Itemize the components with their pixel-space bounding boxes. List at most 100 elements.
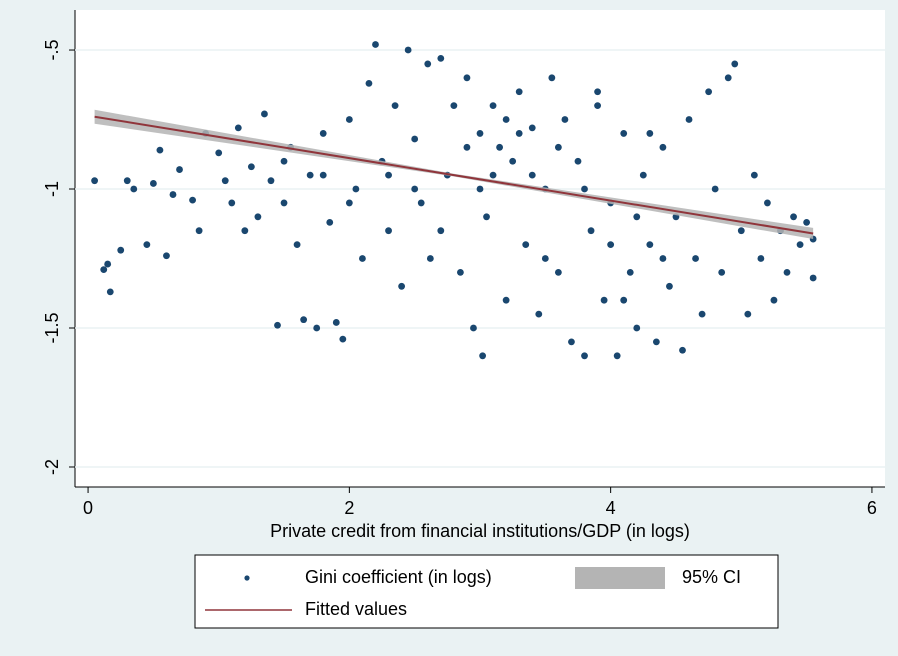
x-tick-label: 6	[867, 498, 877, 518]
scatter-point	[489, 102, 497, 110]
scatter-point	[803, 218, 811, 226]
x-tick-label: 2	[344, 498, 354, 518]
scatter-point	[261, 110, 268, 118]
scatter-point	[633, 213, 641, 221]
scatter-point	[796, 241, 804, 249]
scatter-point	[587, 227, 595, 235]
scatter-point	[479, 352, 487, 360]
scatter-point	[470, 324, 477, 332]
scatter-point	[365, 79, 373, 87]
scatter-point	[280, 157, 288, 165]
scatter-point	[228, 199, 236, 207]
scatter-point	[319, 171, 327, 179]
scatter-point	[372, 41, 379, 48]
scatter-point	[692, 255, 699, 262]
scatter-point	[437, 54, 445, 62]
legend-key	[244, 575, 250, 581]
scatter-point	[247, 163, 255, 171]
scatter-point	[234, 124, 242, 132]
scatter-point	[496, 143, 503, 151]
scatter-point	[489, 171, 497, 179]
scatter-point	[274, 321, 281, 329]
scatter-point	[241, 227, 249, 235]
scatter-point	[149, 180, 157, 187]
scatter-point	[483, 213, 490, 221]
scatter-point	[398, 282, 406, 290]
scatter-point	[568, 338, 575, 346]
scatter-point	[359, 255, 366, 262]
scatter-point	[783, 269, 791, 276]
y-tick-label: -1	[42, 181, 62, 197]
scatter-point	[757, 255, 765, 262]
scatter-point	[352, 185, 360, 193]
scatter-point	[345, 116, 353, 123]
y-tick-label: -.5	[42, 40, 62, 61]
scatter-point	[764, 199, 771, 207]
scatter-point	[790, 213, 797, 221]
legend	[194, 554, 779, 629]
scatter-point	[600, 296, 608, 304]
scatter-point	[404, 46, 412, 54]
legend-label: Fitted values	[305, 599, 407, 619]
scatter-point	[300, 316, 308, 324]
fit-line	[94, 115, 814, 235]
scatter-point	[437, 227, 445, 235]
scatter-point	[450, 102, 458, 110]
scatter-point	[411, 185, 419, 193]
scatter-point	[626, 269, 634, 276]
scatter-point	[554, 143, 562, 151]
scatter-point	[91, 177, 98, 185]
scatter-point	[502, 116, 510, 123]
scatter-point	[581, 352, 588, 360]
scatter-point	[332, 319, 340, 326]
scatter-point	[424, 60, 432, 68]
scatter-point	[679, 346, 686, 354]
scatter-point	[659, 255, 667, 262]
scatter-point	[737, 227, 745, 235]
x-tick-label: 0	[83, 498, 93, 518]
scatter-point	[293, 241, 301, 249]
scatter-point	[548, 74, 556, 82]
scatter-point	[143, 241, 151, 249]
scatter-point	[169, 191, 177, 198]
scatter-point	[666, 282, 673, 290]
scatter-point	[770, 296, 778, 304]
scatter-point	[652, 338, 660, 346]
scatter-point	[561, 116, 569, 123]
scatter-point	[463, 143, 471, 151]
scatter-point	[685, 116, 693, 123]
scatter-point	[319, 130, 327, 137]
scatter-point	[639, 171, 647, 179]
scatter-point	[476, 130, 484, 137]
scatter-point	[718, 269, 726, 276]
scatter-point	[522, 241, 530, 249]
scatter-point	[646, 241, 654, 249]
scatter-point	[476, 185, 484, 193]
scatter-point	[117, 246, 125, 254]
scatter-point	[659, 143, 667, 151]
scatter-point	[698, 310, 706, 318]
x-axis-label: Private credit from financial institutio…	[270, 521, 690, 541]
scatter-point	[620, 296, 628, 304]
scatter-point	[646, 130, 654, 137]
scatter-point	[221, 177, 229, 185]
scatter-point	[345, 199, 353, 207]
scatter-point	[528, 124, 536, 132]
scatter-point	[711, 185, 719, 193]
scatter-point	[254, 213, 262, 221]
scatter-point	[633, 324, 641, 332]
scatter-point	[104, 260, 112, 268]
scatter-point	[581, 185, 588, 193]
scatter-point	[613, 352, 621, 360]
scatter-point	[528, 171, 536, 179]
x-tick-label: 4	[606, 498, 616, 518]
legend-label: Gini coefficient (in logs)	[305, 567, 492, 587]
scatter-point	[515, 88, 523, 96]
y-tick-label: -2	[42, 459, 62, 475]
scatter-point	[313, 324, 321, 332]
scatter-point	[163, 252, 170, 260]
scatter-point	[731, 60, 739, 68]
scatter-point	[502, 296, 510, 304]
scatter-point	[607, 241, 615, 249]
